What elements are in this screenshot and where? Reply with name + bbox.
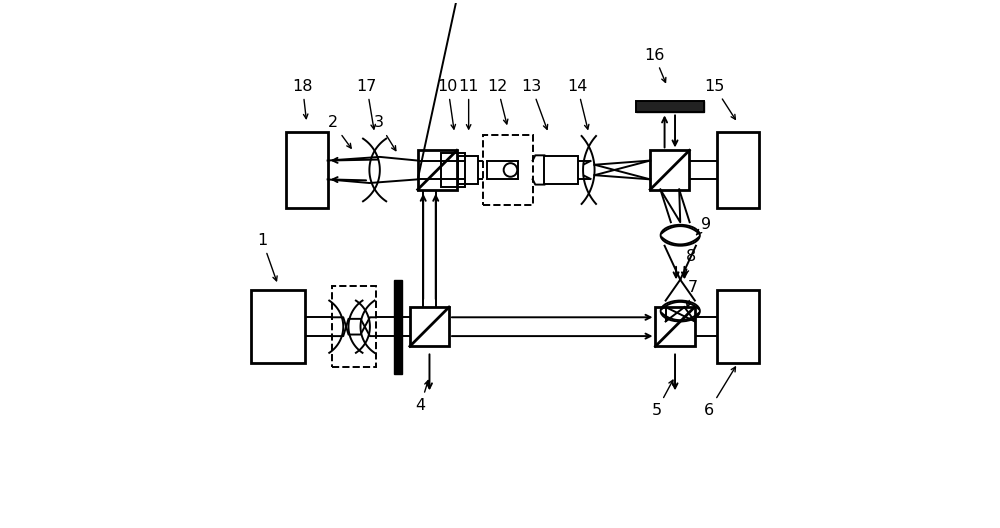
Bar	[650, 150, 689, 190]
Text: 10: 10	[438, 79, 458, 129]
Text: 16: 16	[644, 48, 666, 82]
Bar	[418, 150, 457, 190]
Text: 8: 8	[684, 249, 696, 275]
Polygon shape	[394, 280, 402, 374]
Bar	[483, 135, 533, 205]
Bar	[544, 156, 578, 184]
Text: 2: 2	[328, 116, 351, 148]
Text: 3: 3	[374, 116, 396, 150]
Bar	[410, 307, 449, 346]
Bar	[717, 132, 759, 208]
Text: 14: 14	[567, 79, 589, 129]
Bar	[655, 307, 695, 346]
Text: 5: 5	[652, 380, 673, 418]
Bar	[332, 286, 376, 367]
Bar	[636, 101, 704, 112]
Text: 15: 15	[704, 79, 735, 119]
Text: 1: 1	[257, 233, 277, 281]
Text: 9: 9	[696, 218, 711, 235]
Text: 18: 18	[292, 79, 313, 119]
Text: 12: 12	[487, 79, 508, 124]
Text: 7: 7	[686, 280, 698, 307]
Bar	[441, 153, 465, 187]
Polygon shape	[636, 101, 704, 112]
Bar	[286, 132, 328, 208]
Bar	[487, 161, 518, 179]
Text: 13: 13	[521, 79, 548, 129]
Text: 11: 11	[458, 79, 479, 129]
Bar	[251, 290, 305, 363]
Text: 17: 17	[357, 79, 377, 129]
Text: 6: 6	[704, 367, 735, 418]
Bar	[717, 290, 759, 363]
Bar	[458, 156, 478, 184]
Text: 4: 4	[416, 381, 429, 412]
